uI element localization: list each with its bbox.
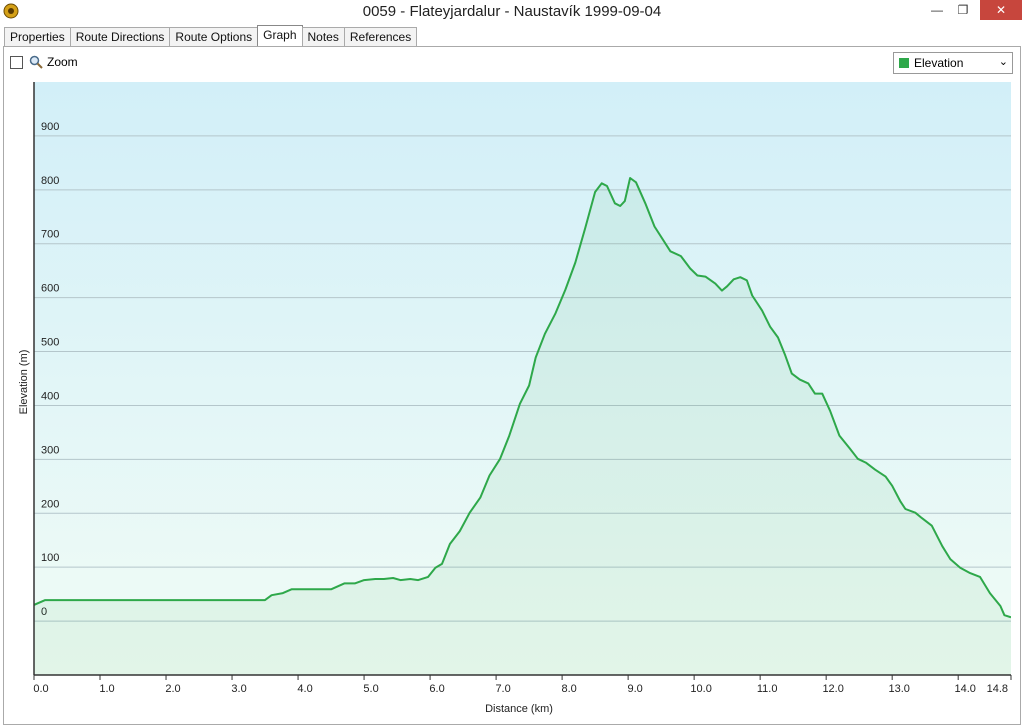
y-tick-label: 400 xyxy=(41,390,59,402)
close-button[interactable]: ✕ xyxy=(980,0,1022,20)
series-name: Elevation xyxy=(914,56,964,70)
plot-background xyxy=(34,82,1011,675)
x-tick-label: 6.0 xyxy=(429,683,444,695)
x-tick-label: 10.0 xyxy=(690,683,711,695)
y-axis-label: Elevation (m) xyxy=(18,350,30,415)
tab[interactable]: References xyxy=(343,27,418,47)
tab-strip: Properties Route Directions Route Options G… xyxy=(4,25,418,47)
y-tick-label: 700 xyxy=(41,229,59,241)
tab[interactable]: Route Directions xyxy=(69,27,171,47)
x-tick-label: 4.0 xyxy=(297,683,312,695)
zoom-toggle[interactable]: Zoom xyxy=(10,55,78,69)
dropdown-arrow: ⌄ xyxy=(998,56,1008,68)
elevation-line xyxy=(34,177,1011,619)
y-tick-label: 800 xyxy=(41,175,59,187)
x-tick-label: 3.0 xyxy=(231,683,246,695)
x-tick-label: 12.0 xyxy=(822,683,843,695)
y-tick-label: 0 xyxy=(41,606,47,618)
x-tick-label: 14.8 xyxy=(987,683,1008,695)
x-tick-label: 1.0 xyxy=(99,683,114,695)
x-tick-label: 0.0 xyxy=(33,683,48,695)
tab[interactable]: Properties xyxy=(4,27,71,47)
x-tick-label: 8.0 xyxy=(561,683,576,695)
app-icon xyxy=(3,3,19,19)
y-tick-label: 200 xyxy=(41,498,59,510)
y-tick-label: 300 xyxy=(41,444,59,456)
x-tick-label: 11.0 xyxy=(757,683,778,695)
tab[interactable]: Graph xyxy=(257,25,303,47)
x-tick-label: 9.0 xyxy=(627,683,642,695)
series-dropdown[interactable]: Elevation ⌄ xyxy=(893,52,1013,74)
x-axis-label: Distance (km) xyxy=(485,703,553,715)
minimize-button[interactable]: — xyxy=(931,3,943,17)
series-swatch xyxy=(899,58,909,68)
y-tick-label: 900 xyxy=(41,121,59,133)
window-title: 0059 - Flateyjardalur - Naustavík 1999-0… xyxy=(362,3,662,20)
x-tick-label: 13.0 xyxy=(888,683,909,695)
zoom-icon xyxy=(29,55,43,69)
x-tick-label: 14.0 xyxy=(954,683,975,695)
x-tick-label: 7.0 xyxy=(495,683,510,695)
zoom-label: Zoom xyxy=(47,55,78,69)
tab[interactable]: Notes xyxy=(301,27,345,47)
series-group xyxy=(34,177,1011,675)
area-fill xyxy=(34,178,1011,675)
y-tick-label: 100 xyxy=(41,552,59,564)
title-bar: 0059 - Flateyjardalur - Naustavík 1999-0… xyxy=(0,0,1024,24)
zoom-checkbox[interactable] xyxy=(10,55,23,69)
y-tick-label: 500 xyxy=(41,337,59,349)
tab[interactable]: Route Options xyxy=(169,27,259,47)
y-tick-label: 600 xyxy=(41,283,59,295)
x-tick-label: 5.0 xyxy=(363,683,378,695)
restore-button[interactable]: ❐ xyxy=(957,3,969,17)
x-tick-label: 2.0 xyxy=(165,683,180,695)
